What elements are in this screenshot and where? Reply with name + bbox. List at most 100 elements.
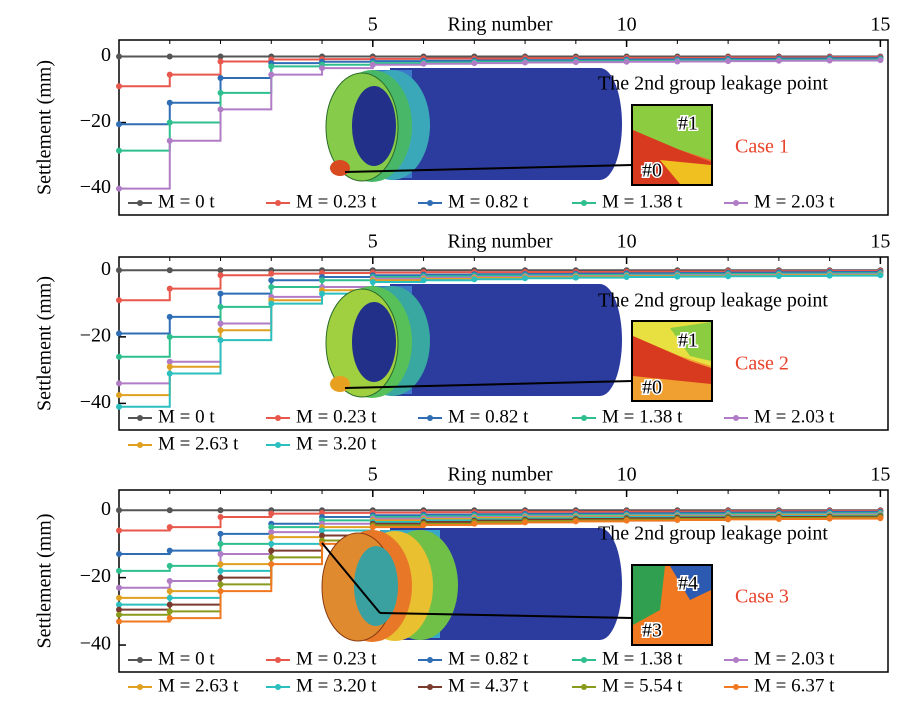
series-marker [827,516,833,522]
series-marker [218,272,224,278]
series-marker [218,561,224,567]
series-marker [116,186,122,192]
series-marker [218,541,224,547]
case-label: Case 3 [735,586,789,608]
series-marker [116,148,122,154]
series-marker [268,63,274,69]
series-marker [218,75,224,81]
series-marker [268,277,274,283]
inset-label: #4 [678,573,698,595]
legend-marker [733,200,739,206]
series-marker [725,58,731,64]
series-marker [167,563,173,569]
series-marker [218,575,224,581]
case-label: Case 1 [735,136,789,158]
series-marker [776,273,782,279]
series-marker [167,267,173,273]
series-marker [827,57,833,63]
series-marker [116,54,122,60]
series-marker [319,277,325,283]
legend-label: M = 2.03 t [754,191,835,212]
series-marker [167,364,173,370]
legend-marker [137,442,143,448]
y-tick-label: −40 [80,176,111,198]
legend-marker [733,657,739,663]
x-tick-label: 5 [368,14,378,36]
series-marker [877,57,883,63]
legend-marker [427,684,433,690]
legend-marker [581,415,587,421]
legend-label: M = 0.82 t [448,406,529,427]
series-marker [167,54,173,60]
series-marker [167,548,173,554]
series-marker [877,515,883,521]
case-label: Case 2 [735,353,789,375]
series-marker [218,531,224,537]
series-marker [776,58,782,64]
series-marker [218,581,224,587]
legend-marker [137,200,143,206]
legend-label: M = 0.82 t [448,648,529,669]
legend-marker [733,684,739,690]
series-marker [116,297,122,303]
series-marker [421,277,427,283]
series-marker [268,534,274,540]
series-marker [268,548,274,554]
series-marker [268,284,274,290]
legend-marker [275,415,281,421]
annotation-title: The 2nd group leakage point [598,290,828,312]
legend-label: M = 0.23 t [296,648,377,669]
series-marker [370,279,376,285]
legend-label: M = 0 t [158,406,215,427]
series-marker [167,286,173,292]
series-marker [218,321,224,327]
x-axis-title: Ring number [448,464,553,486]
legend-marker [137,657,143,663]
series-marker [167,608,173,614]
series-marker [218,588,224,594]
x-tick-label: 5 [368,231,378,253]
series-marker [268,301,274,307]
legend-label: M = 0.82 t [448,191,529,212]
series-marker [522,519,528,525]
legend-marker [581,657,587,663]
series-marker [167,72,173,78]
series-marker [167,334,173,340]
series-marker [167,602,173,608]
series-marker [471,276,477,282]
x-tick-label: 10 [617,231,637,253]
series-marker [268,554,274,560]
x-axis-title: Ring number [448,14,553,36]
legend-marker [137,415,143,421]
y-tick-label: 0 [101,44,111,66]
series-marker [167,314,173,320]
series-marker [471,521,477,527]
series-marker [268,72,274,78]
series-marker [218,507,224,513]
series-marker [725,516,731,522]
legend-label: M = 4.37 t [448,675,529,696]
series-marker [421,522,427,528]
series-marker [674,274,680,280]
series-marker [218,514,224,520]
legend-label: M = 0 t [158,191,215,212]
legend-label: M = 1.38 t [602,648,683,669]
y-tick-label: −20 [80,324,111,346]
series-marker [167,578,173,584]
x-tick-label: 15 [870,231,890,253]
legend-label: M = 1.38 t [602,406,683,427]
series-marker [116,507,122,513]
series-marker [218,291,224,297]
series-marker [116,404,122,410]
series-marker [268,271,274,277]
series-marker [167,595,173,601]
series-marker [167,370,173,376]
series-marker [877,272,883,278]
series-marker [167,588,173,594]
series-marker [167,138,173,144]
series-marker [218,551,224,557]
series-marker [218,90,224,96]
legend-marker [275,200,281,206]
series-marker [167,120,173,126]
legend-label: M = 1.38 t [602,191,683,212]
